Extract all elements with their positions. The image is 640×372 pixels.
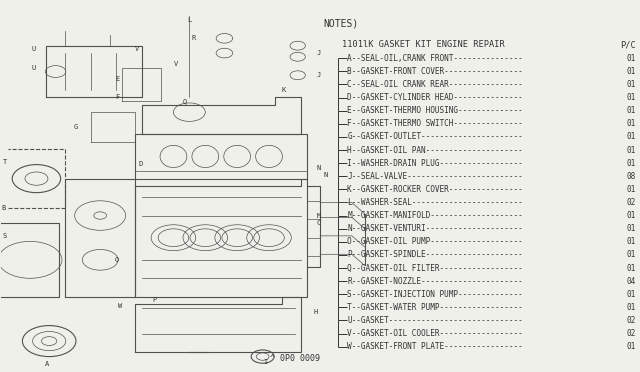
Text: K: K [282,87,286,93]
Text: I: I [264,359,268,365]
Text: T: T [3,159,7,165]
Text: U: U [31,65,35,71]
Text: 01: 01 [626,303,636,312]
Text: 01: 01 [626,237,636,246]
Text: M--GASKET-MANIFOLD--------------------: M--GASKET-MANIFOLD-------------------- [348,211,523,220]
Text: P: P [152,297,156,303]
Text: R: R [191,35,196,41]
Text: 01: 01 [626,93,636,102]
Text: 01: 01 [626,250,636,259]
Text: W: W [118,303,122,309]
Text: B: B [1,205,6,211]
Text: L--WASHER-SEAL------------------------: L--WASHER-SEAL------------------------ [348,198,523,207]
Text: 01: 01 [626,54,636,63]
Text: O--GASKET-OIL PUMP--------------------: O--GASKET-OIL PUMP-------------------- [348,237,523,246]
Text: Q: Q [183,98,188,104]
Text: L: L [188,17,191,23]
Text: G--GASKET-OUTLET----------------------: G--GASKET-OUTLET---------------------- [348,132,523,141]
Text: V: V [135,46,140,52]
Text: P--GASKET-SPINDLE---------------------: P--GASKET-SPINDLE--------------------- [348,250,523,259]
Text: C--SEAL-OIL CRANK REAR----------------: C--SEAL-OIL CRANK REAR---------------- [348,80,523,89]
Text: F: F [115,94,119,100]
Text: 01: 01 [626,342,636,351]
Text: J--SEAL-VALVE-------------------------: J--SEAL-VALVE------------------------- [348,172,523,181]
Text: V: V [173,61,178,67]
Text: D: D [138,161,143,167]
Text: H: H [314,308,318,315]
Text: R--GASKET-NOZZLE----------------------: R--GASKET-NOZZLE---------------------- [348,277,523,286]
Text: A: A [45,361,49,368]
Text: J: J [317,50,321,56]
Text: 01: 01 [626,224,636,233]
Text: B--GASKET-FRONT COVER-----------------: B--GASKET-FRONT COVER----------------- [348,67,523,76]
Text: 01: 01 [626,119,636,128]
Text: U: U [31,46,35,52]
Text: 02: 02 [626,198,636,207]
Text: ^ 0P0 0009: ^ 0P0 0009 [270,354,320,363]
Text: E: E [115,76,119,82]
Text: 01: 01 [626,290,636,299]
Text: D--GASKET-CYLINDER HEAD---------------: D--GASKET-CYLINDER HEAD--------------- [348,93,523,102]
Text: 1101lK GASKET KIT ENGINE REPAIR: 1101lK GASKET KIT ENGINE REPAIR [342,40,505,49]
Text: S: S [3,233,7,239]
Text: 02: 02 [626,329,636,338]
Text: H--GASKET-OIL PAN---------------------: H--GASKET-OIL PAN--------------------- [348,145,523,155]
Text: P/C: P/C [620,40,636,49]
Text: 01: 01 [626,80,636,89]
Text: 01: 01 [626,185,636,194]
Text: N: N [317,164,321,170]
Text: I--WASHER-DRAIN PLUG------------------: I--WASHER-DRAIN PLUG------------------ [348,159,523,168]
Text: E--GASKET-THERMO HOUSING--------------: E--GASKET-THERMO HOUSING-------------- [348,106,523,115]
Text: 01: 01 [626,67,636,76]
Text: K--GASKET-ROCKER COVER----------------: K--GASKET-ROCKER COVER---------------- [348,185,523,194]
Text: A--SEAL-OIL,CRANK FRONT---------------: A--SEAL-OIL,CRANK FRONT--------------- [348,54,523,63]
Text: 01: 01 [626,211,636,220]
Text: S--GASKET-INJECTION PUMP--------------: S--GASKET-INJECTION PUMP-------------- [348,290,523,299]
Text: 01: 01 [626,145,636,155]
Text: 01: 01 [626,132,636,141]
Text: N--GASKET-VENTURI---------------------: N--GASKET-VENTURI--------------------- [348,224,523,233]
Text: F--GASKET-THERMO SWITCH---------------: F--GASKET-THERMO SWITCH--------------- [348,119,523,128]
Text: NOTES): NOTES) [323,18,358,28]
Text: T--GASKET-WATER PUMP------------------: T--GASKET-WATER PUMP------------------ [348,303,523,312]
Text: N: N [323,172,328,178]
Text: 04: 04 [626,277,636,286]
Text: O: O [115,257,119,263]
Text: G: G [74,124,78,130]
Text: 01: 01 [626,263,636,273]
Text: 08: 08 [626,172,636,181]
Text: W--GASKET-FRONT PLATE-----------------: W--GASKET-FRONT PLATE----------------- [348,342,523,351]
Text: U--GASKET-----------------------------: U--GASKET----------------------------- [348,316,523,325]
Text: J: J [317,72,321,78]
Text: M: M [317,212,321,218]
Text: C: C [317,220,321,226]
Text: V--GASKET-OIL COOLER------------------: V--GASKET-OIL COOLER------------------ [348,329,523,338]
Text: Q--GASKET-OIL FILTER------------------: Q--GASKET-OIL FILTER------------------ [348,263,523,273]
Text: 01: 01 [626,106,636,115]
Text: 01: 01 [626,159,636,168]
Text: 02: 02 [626,316,636,325]
